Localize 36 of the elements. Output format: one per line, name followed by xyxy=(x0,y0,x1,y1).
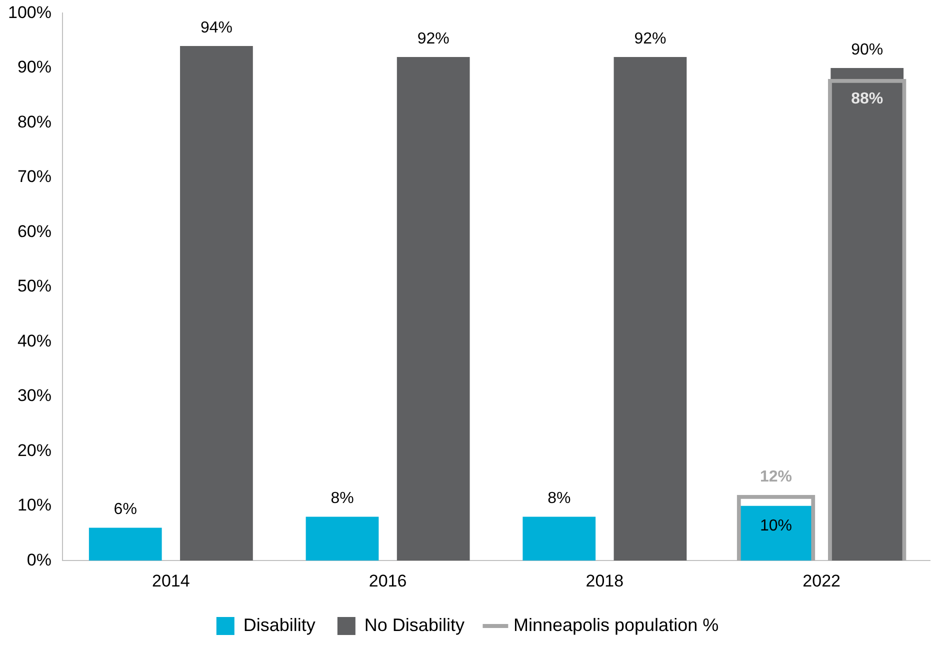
y-tick-label: 80% xyxy=(17,112,52,132)
data-label: 8% xyxy=(548,490,571,508)
data-label: 8% xyxy=(330,490,354,508)
bar xyxy=(396,56,470,561)
x-tick-label: 2016 xyxy=(368,571,407,590)
x-tick-label: 2018 xyxy=(586,571,624,590)
bar xyxy=(740,506,812,561)
legend-label: No Disability xyxy=(364,614,464,635)
data-label: 6% xyxy=(114,501,137,518)
y-tick-label: 90% xyxy=(17,58,52,77)
y-tick-label: 100% xyxy=(8,2,52,22)
legend-label: Minneapolis population % xyxy=(513,614,719,635)
data-label: 92% xyxy=(634,30,666,48)
data-label: 88% xyxy=(851,90,884,108)
data-label: 92% xyxy=(417,30,450,48)
y-tick-label: 20% xyxy=(17,440,52,460)
bar xyxy=(736,494,816,561)
data-label: 94% xyxy=(200,19,232,36)
data-label: 90% xyxy=(851,41,884,58)
y-tick-label: 50% xyxy=(17,276,52,296)
y-tick-label: 40% xyxy=(17,331,52,350)
y-tick-label: 60% xyxy=(17,222,52,241)
y-tick-label: 30% xyxy=(17,386,52,406)
y-tick-label: 70% xyxy=(17,167,52,186)
bar xyxy=(522,516,596,561)
data-label: 10% xyxy=(760,517,792,534)
legend-label: Disability xyxy=(243,614,316,635)
y-tick-label: 10% xyxy=(17,496,52,515)
y-tick-label: 0% xyxy=(26,550,52,570)
x-tick-label: 2022 xyxy=(802,571,840,590)
x-tick-label: 2014 xyxy=(152,571,190,590)
bar xyxy=(180,46,253,561)
data-label: 12% xyxy=(760,468,792,486)
bar xyxy=(306,516,379,561)
bar xyxy=(88,528,162,561)
bar xyxy=(614,56,687,561)
